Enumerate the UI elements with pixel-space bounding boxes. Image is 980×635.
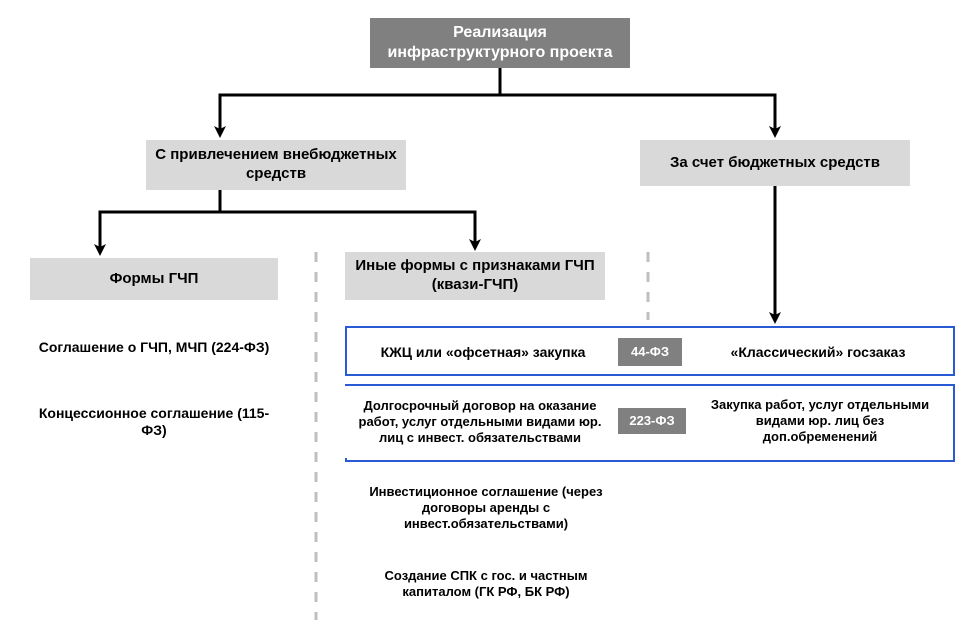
badge-44fz-label: 44-ФЗ: [631, 344, 669, 360]
badge-223fz-label: 223-ФЗ: [629, 413, 674, 429]
node-root: Реализация инфраструктурного проекта: [370, 18, 630, 68]
node-kzhc: КЖЦ или «офсетная» закупка: [355, 336, 611, 370]
node-agreement-115: Концессионное соглашение (115-ФЗ): [30, 398, 278, 446]
node-forms-gchp: Формы ГЧП: [30, 258, 278, 300]
node-root-label: Реализация инфраструктурного проекта: [376, 23, 624, 63]
node-spk: Создание СПК с гос. и частным капиталом …: [346, 562, 626, 606]
node-other-forms: Иные формы с признаками ГЧП (квази-ГЧП): [345, 252, 605, 300]
node-invest: Инвестиционное соглашение (через договор…: [346, 480, 626, 536]
node-forms-gchp-label: Формы ГЧП: [110, 270, 199, 289]
node-agreement-115-label: Концессионное соглашение (115-ФЗ): [36, 405, 272, 440]
node-budget: За счет бюджетных средств: [640, 140, 910, 186]
badge-223fz: 223-ФЗ: [618, 408, 686, 434]
node-extrabudget-label: С привлечением внебюджетных средств: [152, 146, 400, 184]
node-extrabudget: С привлечением внебюджетных средств: [146, 140, 406, 190]
node-spk-label: Создание СПК с гос. и частным капиталом …: [352, 568, 620, 601]
node-procure-label: Закупка работ, услуг отдельными видами ю…: [702, 397, 938, 446]
node-procure: Закупка работ, услуг отдельными видами ю…: [696, 390, 944, 452]
node-other-forms-label: Иные формы с признаками ГЧП (квази-ГЧП): [351, 257, 599, 295]
node-budget-label: За счет бюджетных средств: [670, 154, 880, 173]
node-kzhc-label: КЖЦ или «офсетная» закупка: [381, 344, 586, 362]
node-longterm-label: Долгосрочный договор на оказание работ, …: [351, 398, 609, 447]
node-agreement-224-label: Соглашение о ГЧП, МЧП (224-ФЗ): [39, 339, 270, 357]
node-classic-order-label: «Классический» госзаказ: [731, 344, 906, 362]
connector-layer: [0, 0, 980, 635]
node-classic-order: «Классический» госзаказ: [694, 336, 942, 370]
node-agreement-224: Соглашение о ГЧП, МЧП (224-ФЗ): [30, 324, 278, 372]
node-longterm: Долгосрочный договор на оказание работ, …: [345, 386, 615, 458]
badge-44fz: 44-ФЗ: [618, 338, 682, 366]
node-invest-label: Инвестиционное соглашение (через договор…: [352, 484, 620, 533]
